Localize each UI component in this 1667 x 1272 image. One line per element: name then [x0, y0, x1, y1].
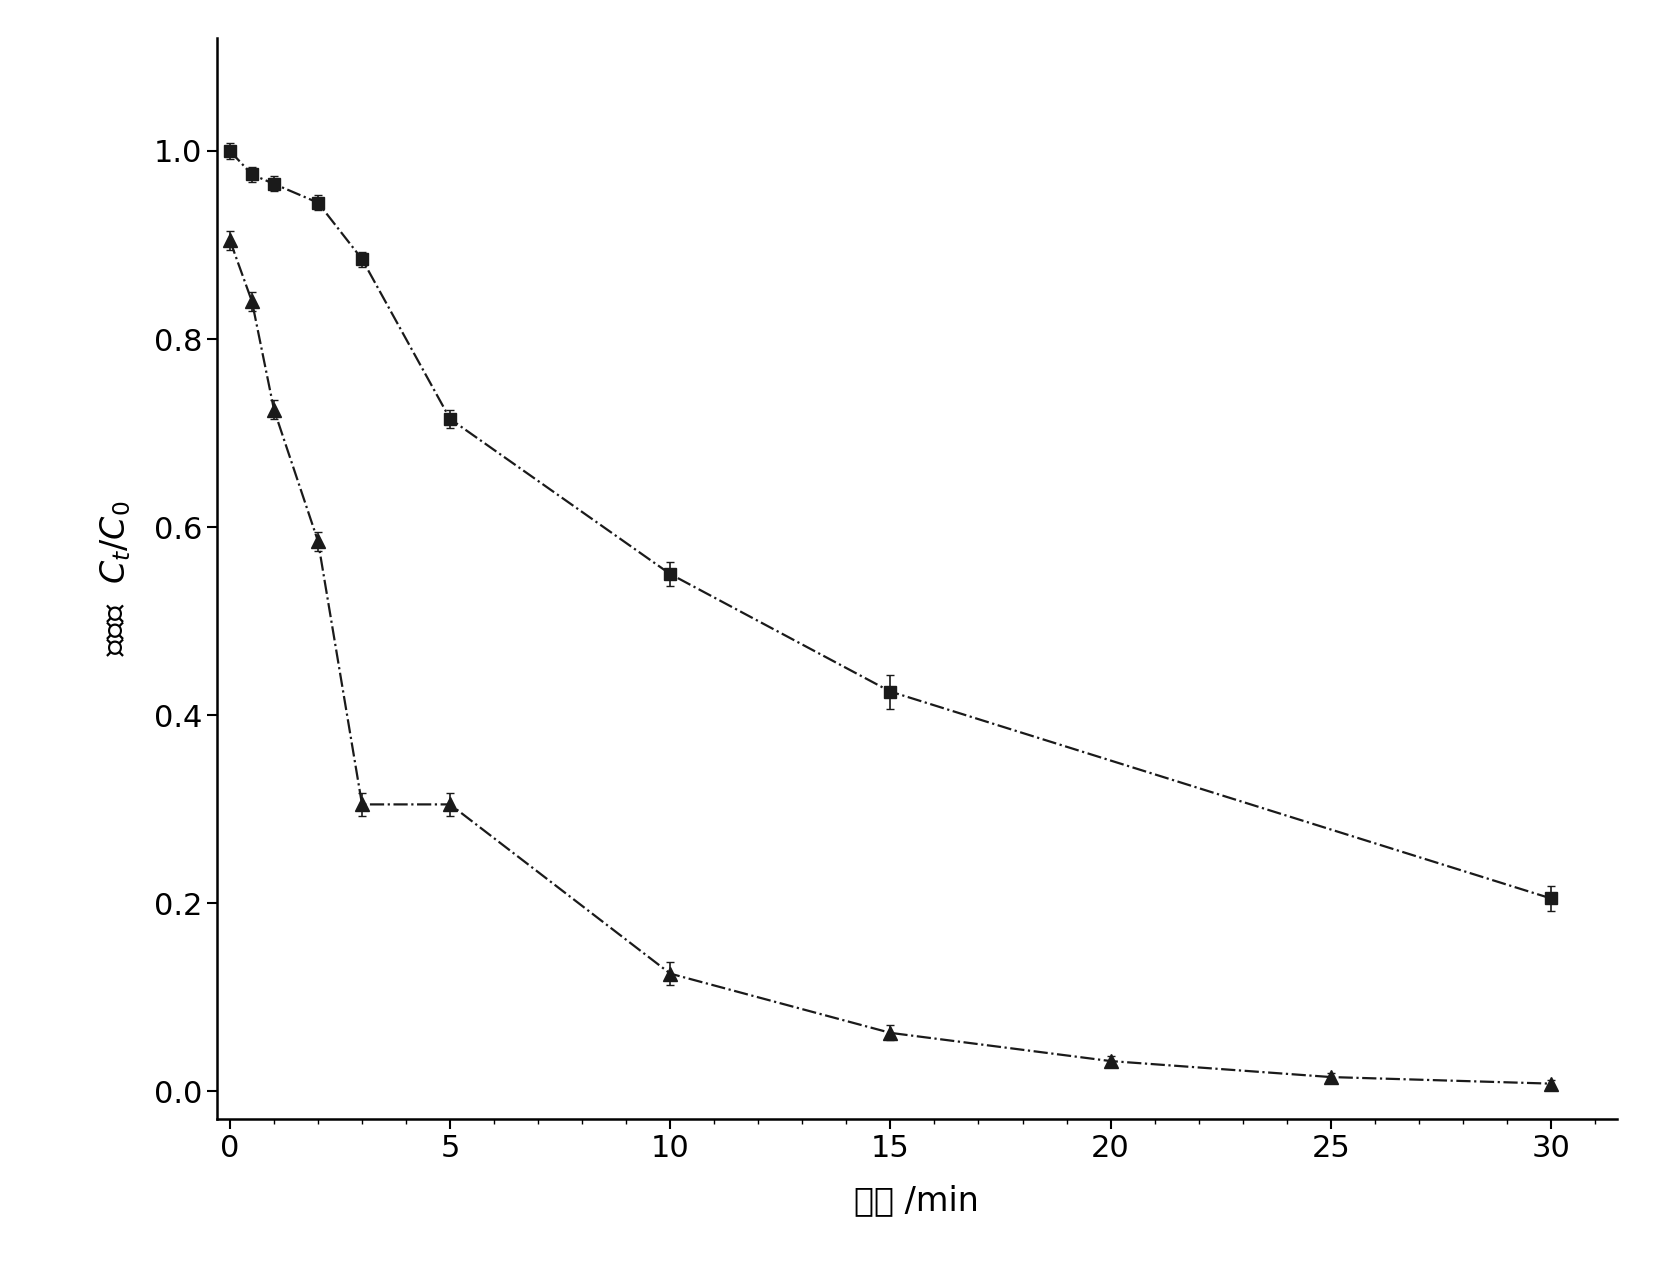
Y-axis label: 剩余率  $C_t$/$C_0$: 剩余率 $C_t$/$C_0$ — [98, 501, 133, 656]
X-axis label: 时间 /min: 时间 /min — [855, 1184, 979, 1217]
